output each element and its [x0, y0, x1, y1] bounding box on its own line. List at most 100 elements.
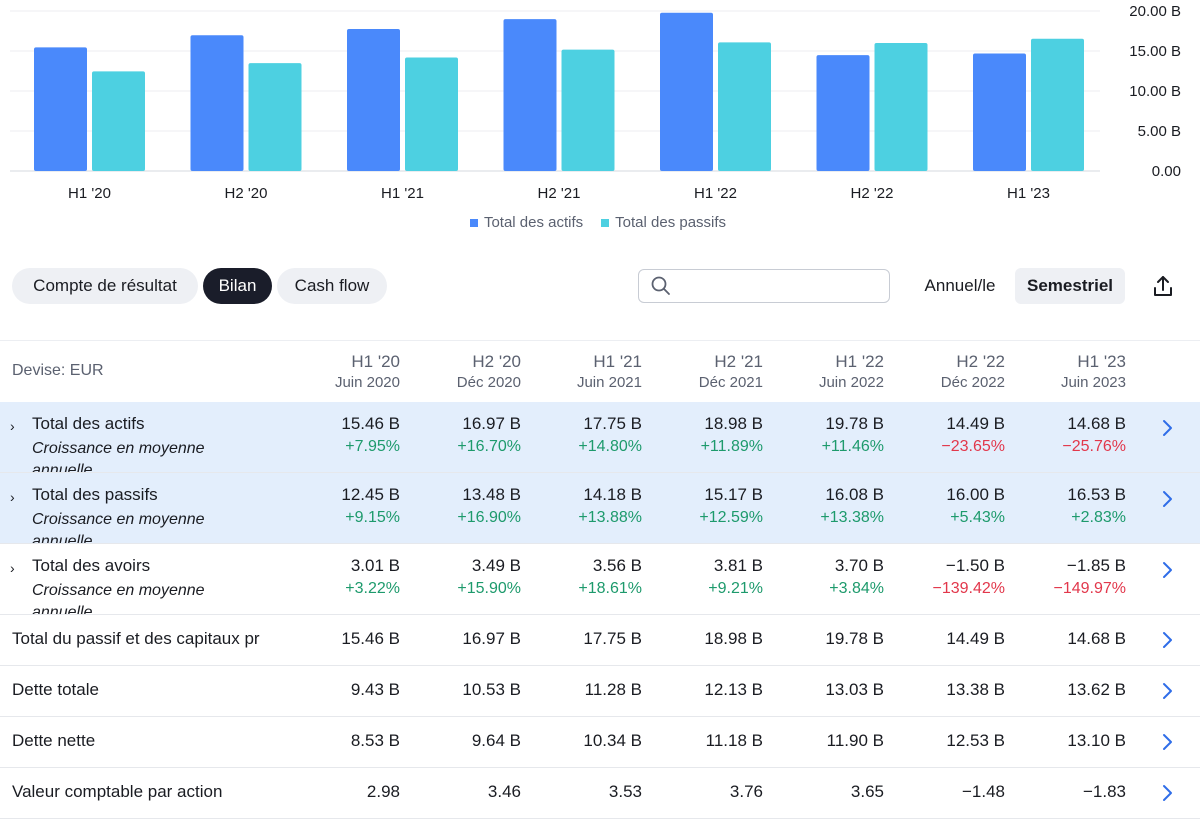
legend-label: Total des actifs	[483, 214, 584, 231]
expand-chevron-icon[interactable]: ›	[10, 560, 15, 576]
column-date: Juin 2020	[334, 374, 400, 391]
table-row[interactable]: Dette nette 8.53 B 9.64 B 10.34 B 11.18 B 11.…	[0, 717, 1200, 768]
cell-value: 11.18 B	[705, 731, 763, 750]
bar-total-liabilities[interactable]	[405, 57, 458, 172]
legend-item-liabilities[interactable]: Total des passifs	[601, 214, 726, 231]
search-input[interactable]	[683, 274, 883, 298]
cell-growth: +12.59%	[699, 509, 763, 526]
period-annual-button[interactable]: Annuel/le	[924, 276, 996, 295]
x-tick-label: H1 '23	[1007, 185, 1050, 202]
cell-growth: +15.90%	[457, 580, 521, 597]
expand-chevron-icon[interactable]: ›	[10, 489, 15, 505]
row-label: Total des actifs	[32, 414, 145, 433]
x-tick-label: H2 '22	[851, 185, 894, 202]
bar-total-liabilities[interactable]	[718, 42, 771, 171]
table-row[interactable]: Dette totale 9.43 B 10.53 B 11.28 B 12.13 B 1…	[0, 666, 1200, 717]
cell-value: 13.03 B	[825, 680, 884, 699]
table-row[interactable]: › Total des actifs Croissance en moyenne a…	[0, 402, 1200, 473]
column-date: Déc 2022	[940, 374, 1005, 391]
bar-total-assets[interactable]	[190, 35, 244, 171]
cell-value: 16.00 B	[946, 485, 1005, 504]
period-semiannual-button[interactable]: Semestriel	[1015, 268, 1125, 304]
row-label: Dette totale	[12, 680, 99, 699]
table-row[interactable]: Total du passif et des capitaux pr 15.46 …	[0, 615, 1200, 666]
row-label: Total des passifs	[32, 485, 158, 504]
cell-value: −1.48	[961, 782, 1005, 801]
column-period: H1 '23	[1077, 352, 1126, 371]
cell-value: 14.18 B	[583, 485, 642, 504]
search-field[interactable]	[638, 269, 890, 303]
column-period: H1 '20	[351, 352, 400, 371]
bar-total-liabilities[interactable]	[1031, 38, 1084, 172]
chevron-right-icon[interactable]	[1160, 783, 1174, 803]
chevron-right-icon[interactable]	[1160, 732, 1174, 752]
bar-total-assets[interactable]	[973, 53, 1026, 172]
bar-total-assets[interactable]	[34, 47, 87, 171]
cell-value: 3.01 B	[350, 556, 400, 575]
chart-legend: Total des actifs Total des passifs	[0, 214, 1196, 231]
bar-total-assets[interactable]	[503, 19, 557, 171]
column-header: H1 '23 Juin 2023	[1006, 352, 1126, 391]
expand-chevron-icon[interactable]: ›	[10, 418, 15, 434]
cell-value: 12.53 B	[946, 731, 1005, 750]
row-label: Dette nette	[12, 731, 96, 750]
chart-plot: 20.00 B 15.00 B 10.00 B 5.00 B 0.00 H1 '20 H2 …	[10, 3, 1181, 202]
table-row[interactable]: Valeur comptable par action 2.98 3.46 3.53 3…	[0, 768, 1200, 819]
column-date: Juin 2021	[576, 374, 642, 391]
bar-total-liabilities[interactable]	[248, 63, 302, 171]
tab-cash-flow[interactable]: Cash flow	[277, 268, 387, 304]
tab-balance-sheet[interactable]: Bilan	[203, 268, 272, 304]
table-header: Devise: EUR H1 '20 Juin 2020 H2 '20 Déc 202…	[0, 340, 1200, 402]
row-label: Total des avoirs	[32, 556, 151, 575]
column-date: Juin 2022	[818, 374, 884, 391]
bar-total-assets[interactable]	[347, 29, 400, 171]
chevron-right-icon[interactable]	[1160, 418, 1174, 438]
cell-growth: +11.46%	[821, 438, 884, 455]
y-tick-label: 10.00 B	[1129, 83, 1181, 100]
cell-value: −1.85 B	[1066, 556, 1126, 575]
cell-growth: −23.65%	[941, 438, 1005, 455]
cell-value: 13.38 B	[946, 680, 1005, 699]
cell-value: 10.53 B	[462, 680, 521, 699]
cell-value: 2.98	[366, 782, 400, 801]
column-header: H1 '22 Juin 2022	[764, 352, 884, 391]
cell-growth: +7.95%	[345, 438, 400, 455]
chevron-right-icon[interactable]	[1160, 681, 1174, 701]
cell-value: 3.46	[487, 782, 521, 801]
bar-total-assets[interactable]	[660, 12, 713, 172]
y-tick-label: 5.00 B	[1138, 123, 1181, 140]
cell-value: 8.53 B	[350, 731, 400, 750]
cell-value: 19.78 B	[825, 414, 884, 433]
cell-value: 12.13 B	[704, 680, 763, 699]
bar-total-liabilities[interactable]	[561, 49, 615, 171]
cell-value: 16.08 B	[825, 485, 884, 504]
chevron-right-icon[interactable]	[1160, 630, 1174, 650]
cell-value: 17.75 B	[583, 629, 642, 648]
bar-total-assets[interactable]	[816, 55, 870, 171]
x-tick-label: H1 '20	[68, 185, 111, 202]
cell-value: 19.78 B	[825, 629, 884, 648]
chevron-right-icon[interactable]	[1160, 560, 1174, 580]
cell-growth: +3.84%	[829, 580, 884, 597]
cell-value: 3.49 B	[471, 556, 521, 575]
legend-swatch-liabilities	[601, 218, 610, 227]
table-row[interactable]: › Total des avoirs Croissance en moyenne a…	[0, 544, 1200, 615]
cell-value: 13.10 B	[1067, 731, 1126, 750]
chevron-right-icon[interactable]	[1160, 489, 1174, 509]
table-row[interactable]: › Total des passifs Croissance en moyenne …	[0, 473, 1200, 544]
legend-item-assets[interactable]: Total des actifs	[469, 214, 584, 231]
cell-value: 10.34 B	[583, 731, 642, 750]
cell-value: 16.53 B	[1067, 485, 1126, 504]
cell-value: 3.81 B	[713, 556, 763, 575]
tab-income-statement[interactable]: Compte de résultat	[12, 268, 198, 304]
cell-value: −1.83	[1082, 782, 1126, 801]
cell-value: 14.68 B	[1067, 629, 1126, 648]
cell-growth: −25.76%	[1062, 438, 1126, 455]
share-icon[interactable]	[1150, 274, 1176, 300]
y-tick-label: 15.00 B	[1129, 43, 1181, 60]
statement-toolbar: Compte de résultat Bilan Cash flow Annue…	[0, 268, 1200, 304]
cell-growth: +11.89%	[700, 438, 763, 455]
cell-value: 3.53	[608, 782, 642, 801]
bar-total-liabilities[interactable]	[874, 43, 928, 171]
bar-total-liabilities[interactable]	[92, 71, 145, 171]
